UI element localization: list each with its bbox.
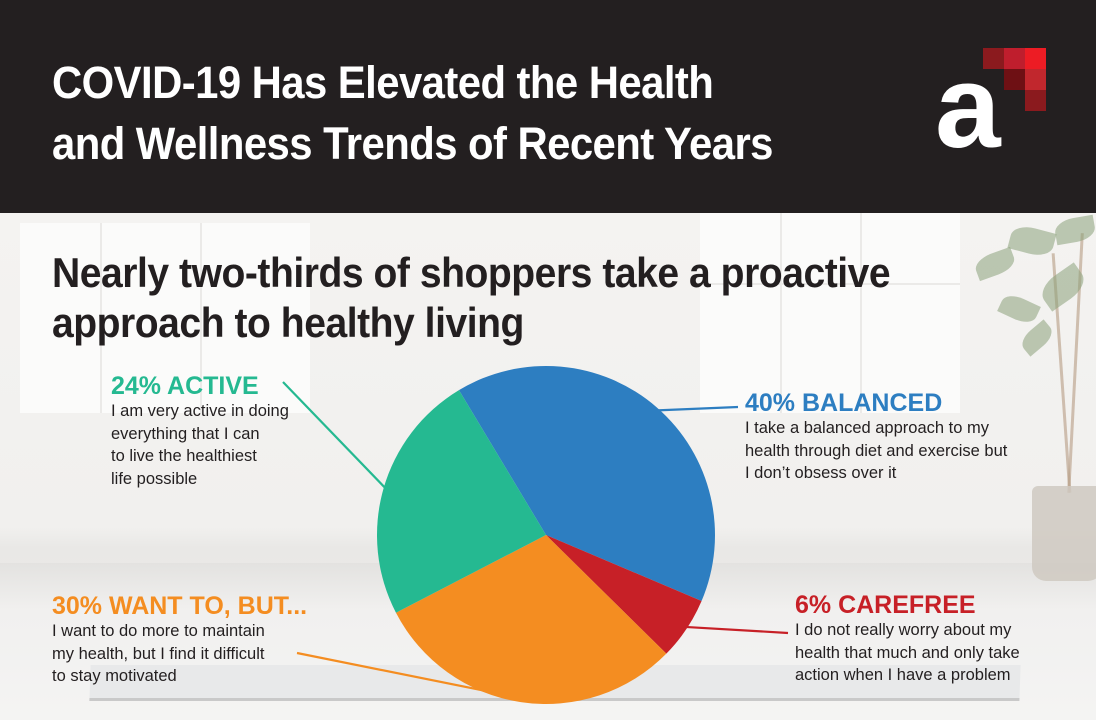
description-line: action when I have a problem: [795, 666, 1011, 684]
description-line: to stay motivated: [52, 667, 177, 685]
description-line: I want to do more to maintain: [52, 622, 265, 640]
slice-label-description: I take a balanced approach to my health …: [745, 417, 1007, 485]
label-balanced: 40% BALANCED I take a balanced approach …: [745, 389, 1007, 485]
slice-label-description: I want to do more to maintain my health,…: [52, 620, 307, 688]
description-line: health that much and only take: [795, 643, 1020, 662]
window-pane: [20, 223, 310, 413]
label-active: 24% ACTIVE I am very active in doing eve…: [111, 372, 289, 490]
slice-label-heading: 40% BALANCED: [745, 389, 943, 417]
brand-logo: a: [930, 44, 1050, 169]
title-line: and Wellness Trends of Recent Years: [52, 118, 773, 169]
window-pane: [700, 213, 960, 413]
logo-square: [983, 48, 1004, 69]
plant-pot: [1032, 486, 1096, 581]
window-frame: [780, 213, 782, 413]
description-line: health through diet and exercise but: [745, 441, 1008, 460]
slice-label-heading: 30% WANT TO, BUT...: [52, 592, 308, 620]
description-line: my health, but I find it difficult: [52, 644, 265, 663]
description-line: I do not really worry about my: [795, 621, 1012, 639]
window-frame: [100, 223, 102, 413]
page-title: COVID-19 Has Elevated the Health and Wel…: [52, 52, 773, 174]
pie-slice-active: [377, 390, 546, 613]
logo-square: [1025, 90, 1046, 111]
logo-square: [1025, 69, 1046, 90]
description-line: I take a balanced approach to my: [745, 419, 989, 437]
slice-label-description: I do not really worry about my health th…: [795, 619, 1020, 687]
leader-line-active: [282, 381, 389, 491]
description-line: to live the healthiest: [111, 447, 257, 465]
window-frame: [200, 223, 202, 413]
slice-label-description: I am very active in doing everything tha…: [111, 400, 289, 490]
chart-subtitle: Nearly two-thirds of shoppers take a pro…: [52, 248, 891, 348]
window-frame: [700, 283, 960, 285]
header-banner: COVID-19 Has Elevated the Health and Wel…: [0, 0, 1096, 213]
pie-slice-balanced: [458, 365, 715, 602]
subtitle-line: approach to healthy living: [52, 299, 524, 346]
slice-label-heading: 24% ACTIVE: [111, 372, 259, 400]
logo-square: [1004, 48, 1025, 69]
leader-line-balanced: [654, 405, 739, 412]
leader-line-carefree: [683, 625, 789, 635]
pie-slice-carefree: [546, 535, 702, 654]
description-line: life possible: [111, 469, 198, 488]
logo-square: [1004, 69, 1025, 90]
window-frame: [860, 213, 862, 413]
pie-slice-want-to-but: [395, 535, 667, 705]
title-line: COVID-19 Has Elevated the Health: [52, 57, 714, 108]
description-line: everything that I can: [111, 424, 260, 443]
subtitle-line: Nearly two-thirds of shoppers take a pro…: [52, 249, 891, 296]
label-want-to-but: 30% WANT TO, BUT... I want to do more to…: [52, 592, 307, 688]
logo-square: [1025, 48, 1046, 69]
description-line: I am very active in doing: [111, 402, 289, 420]
label-carefree: 6% CAREFREE I do not really worry about …: [795, 591, 1020, 687]
slice-label-heading: 6% CAREFREE: [795, 591, 976, 619]
description-line: I don’t obsess over it: [745, 464, 897, 482]
